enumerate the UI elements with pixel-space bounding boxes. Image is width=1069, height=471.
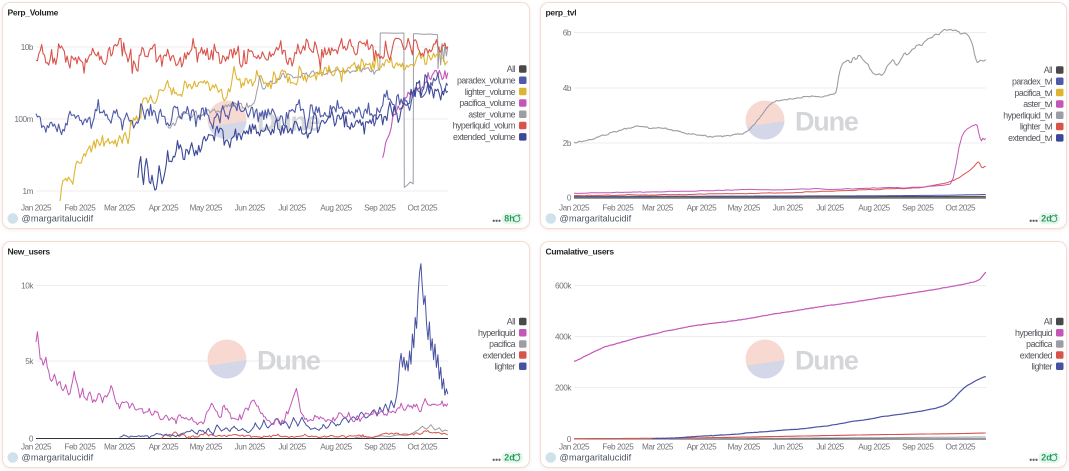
svg-text:perp_tvl: perp_tvl [546, 8, 577, 18]
svg-text:Apr 2025: Apr 2025 [687, 443, 718, 452]
svg-text:Mar 2025: Mar 2025 [104, 204, 136, 213]
svg-text:pacifica: pacifica [489, 339, 515, 349]
svg-text:0: 0 [567, 194, 572, 203]
svg-text:Jun 2025: Jun 2025 [235, 204, 266, 213]
svg-text:extended_volume: extended_volume [453, 132, 516, 142]
svg-text:hyperliquid_tvl: hyperliquid_tvl [1003, 110, 1052, 120]
svg-text:Apr 2025: Apr 2025 [687, 204, 718, 213]
svg-text:Sep 2025: Sep 2025 [364, 204, 396, 213]
svg-text:Sep 2025: Sep 2025 [902, 443, 934, 452]
svg-text:@margaritalucidif: @margaritalucidif [22, 214, 94, 224]
svg-text:aster_volume: aster_volume [468, 109, 515, 119]
svg-text:Jan 2025: Jan 2025 [21, 204, 52, 213]
svg-text:hyperliquid: hyperliquid [1015, 328, 1053, 338]
svg-text:@margaritalucidif: @margaritalucidif [560, 214, 632, 224]
svg-text:Sep 2025: Sep 2025 [902, 204, 934, 213]
svg-text:lighter: lighter [495, 362, 516, 372]
svg-text:Jan 2025: Jan 2025 [21, 443, 52, 452]
svg-text:8h: 8h [504, 214, 514, 224]
svg-text:4b: 4b [563, 84, 572, 93]
svg-text:paradex_volume: paradex_volume [457, 76, 516, 86]
svg-text:lighter: lighter [1032, 362, 1053, 372]
svg-text:May 2025: May 2025 [190, 204, 223, 213]
svg-text:All: All [1044, 317, 1053, 327]
svg-text:600k: 600k [555, 282, 572, 291]
svg-text:pacifica_volume: pacifica_volume [459, 98, 515, 108]
svg-text:Mar 2025: Mar 2025 [642, 204, 674, 213]
svg-text:10b: 10b [21, 43, 34, 52]
svg-text:400k: 400k [555, 333, 572, 342]
svg-text:0: 0 [567, 435, 572, 444]
svg-text:Feb 2025: Feb 2025 [64, 204, 96, 213]
svg-text:All: All [507, 64, 516, 74]
svg-text:hyperliquid: hyperliquid [478, 328, 516, 338]
svg-text:200k: 200k [555, 384, 572, 393]
svg-text:lighter_tvl: lighter_tvl [1020, 122, 1053, 132]
svg-text:New_users: New_users [8, 247, 51, 257]
svg-text:Jul 2025: Jul 2025 [278, 443, 306, 452]
svg-text:Aug 2025: Aug 2025 [858, 204, 890, 213]
svg-text:May 2025: May 2025 [728, 204, 761, 213]
svg-text:May 2025: May 2025 [728, 443, 761, 452]
svg-text:Feb 2025: Feb 2025 [64, 443, 96, 452]
svg-text:Oct 2025: Oct 2025 [407, 443, 438, 452]
svg-text:Sep 2025: Sep 2025 [364, 443, 396, 452]
svg-text:extended_tvl: extended_tvl [1008, 133, 1052, 143]
svg-text:Dune: Dune [795, 346, 859, 376]
svg-text:Aug 2025: Aug 2025 [320, 443, 352, 452]
svg-text:0: 0 [29, 435, 34, 444]
svg-text:Mar 2025: Mar 2025 [642, 443, 674, 452]
svg-text:All: All [507, 317, 516, 327]
svg-text:2b: 2b [563, 139, 572, 148]
svg-text:1m: 1m [23, 187, 34, 196]
svg-text:extended: extended [483, 350, 516, 360]
svg-text:Oct 2025: Oct 2025 [407, 204, 438, 213]
svg-text:2d: 2d [1041, 214, 1051, 224]
svg-text:Jun 2025: Jun 2025 [773, 204, 804, 213]
svg-text:pacifica_tvl: pacifica_tvl [1014, 88, 1052, 98]
svg-text:May 2025: May 2025 [190, 443, 223, 452]
svg-text:Apr 2025: Apr 2025 [149, 443, 180, 452]
svg-text:paradex_tvl: paradex_tvl [1012, 77, 1053, 87]
svg-text:Feb 2025: Feb 2025 [602, 443, 634, 452]
svg-text:Aug 2025: Aug 2025 [858, 443, 890, 452]
svg-text:Apr 2025: Apr 2025 [149, 204, 180, 213]
svg-text:Jun 2025: Jun 2025 [773, 443, 804, 452]
svg-text:@margaritalucidif: @margaritalucidif [22, 453, 94, 463]
svg-text:2d: 2d [1041, 453, 1051, 463]
svg-text:extended: extended [1020, 350, 1053, 360]
svg-text:Oct 2025: Oct 2025 [945, 443, 976, 452]
svg-text:Jan 2025: Jan 2025 [559, 204, 590, 213]
svg-text:5k: 5k [25, 357, 34, 366]
svg-text:Jul 2025: Jul 2025 [278, 204, 306, 213]
svg-text:All: All [1044, 65, 1053, 75]
svg-text:Jun 2025: Jun 2025 [235, 443, 266, 452]
svg-text:lighter_volume: lighter_volume [465, 87, 516, 97]
svg-text:Perp_Volume: Perp_Volume [8, 8, 59, 18]
svg-text:100m: 100m [14, 115, 33, 124]
svg-text:aster_tvl: aster_tvl [1023, 99, 1052, 109]
svg-text:Cumalative_users: Cumalative_users [546, 247, 615, 257]
svg-text:2d: 2d [504, 453, 514, 463]
svg-text:Oct 2025: Oct 2025 [945, 204, 976, 213]
svg-text:Jul 2025: Jul 2025 [816, 443, 844, 452]
svg-text:6b: 6b [563, 29, 572, 38]
svg-text:Dune: Dune [257, 346, 321, 376]
svg-text:Aug 2025: Aug 2025 [320, 204, 352, 213]
svg-text:Jul 2025: Jul 2025 [816, 204, 844, 213]
svg-text:10k: 10k [21, 282, 34, 291]
svg-text:hyperliquid_volum: hyperliquid_volum [453, 121, 516, 131]
svg-text:@margaritalucidif: @margaritalucidif [560, 453, 632, 463]
svg-text:Jan 2025: Jan 2025 [559, 443, 590, 452]
svg-text:Feb 2025: Feb 2025 [602, 204, 634, 213]
svg-text:Dune: Dune [795, 107, 859, 137]
svg-text:pacifica: pacifica [1026, 339, 1052, 349]
svg-text:Mar 2025: Mar 2025 [104, 443, 136, 452]
